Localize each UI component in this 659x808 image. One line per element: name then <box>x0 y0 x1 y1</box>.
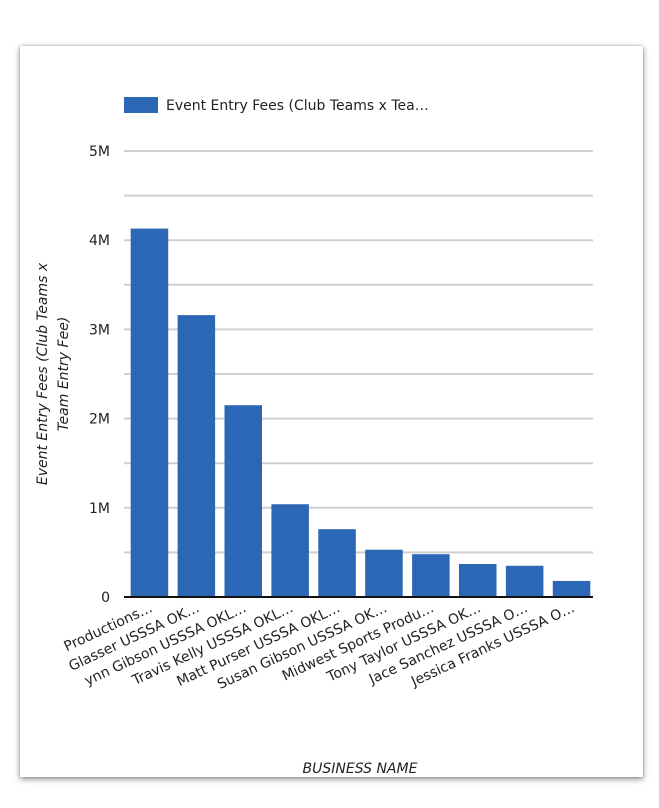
bar <box>318 529 356 597</box>
bars <box>130 228 591 597</box>
chart-card <box>20 46 643 777</box>
legend-swatch <box>124 97 158 113</box>
bar <box>365 549 403 597</box>
y-axis-title-line-1: Event Entry Fees (Club Teams x <box>35 262 51 485</box>
y-tick-label: 0 <box>101 590 110 606</box>
bar <box>505 565 544 597</box>
x-axis-title: Business Name <box>303 761 418 777</box>
y-tick-label: 1M <box>89 501 110 517</box>
y-tick-label: 5M <box>89 144 110 160</box>
legend: Event Entry Fees (Club Teams x Tea… <box>124 97 429 114</box>
bar <box>224 405 263 597</box>
bar <box>177 315 216 597</box>
bar <box>458 563 497 597</box>
y-axis-ticks: 0 1M 2M 3M 4M 5M <box>89 144 110 606</box>
bar <box>130 228 169 597</box>
y-tick-label: 2M <box>89 412 110 428</box>
legend-label: Event Entry Fees (Club Teams x Tea… <box>166 98 429 114</box>
y-axis-title-line-2: Team Entry Fee) <box>56 317 72 432</box>
x-axis-ticks: Productions…Glasser USSSA OK…ynn Gibson … <box>62 600 578 693</box>
bar <box>412 554 450 597</box>
y-tick-label: 3M <box>89 322 110 338</box>
y-tick-label: 4M <box>89 233 110 249</box>
bar <box>552 580 591 597</box>
bar <box>271 504 309 597</box>
